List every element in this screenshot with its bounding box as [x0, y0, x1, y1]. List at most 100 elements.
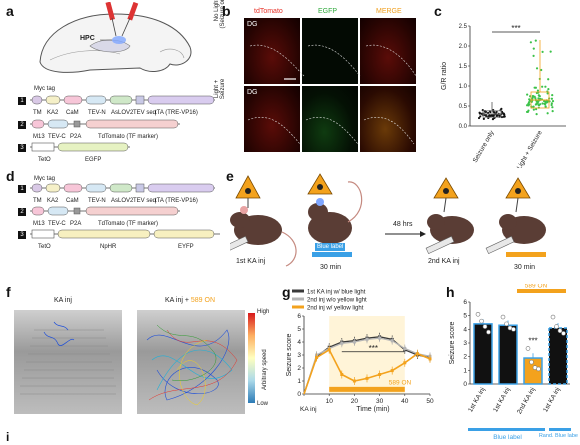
trajectory-right-paths — [146, 324, 238, 406]
c-point-1-25 — [543, 100, 546, 103]
g-xtick-label-2: 20 — [351, 398, 359, 405]
label-30min-1: 30 min — [320, 264, 342, 271]
construct1-part-1: KA2 — [47, 110, 59, 116]
c-point-1-70 — [539, 103, 542, 106]
h-xlabel-1: 1st KA inj — [492, 387, 512, 414]
panel-letter-c: c — [434, 3, 442, 19]
construct2-part-1: TEV-C — [48, 134, 66, 140]
header-tdtomato: tdTomato — [254, 8, 283, 15]
c-point-1-69 — [535, 113, 538, 116]
label-2nd-ka-inj: 2nd KA inj — [428, 258, 460, 265]
mouse-2 — [307, 173, 363, 244]
panel-letter-b: b — [222, 3, 231, 19]
g-point-2-4 — [352, 379, 356, 383]
h-bar-1 — [498, 324, 518, 385]
c-point-1-29 — [528, 98, 531, 101]
c-xlabel-0: Seizure only — [472, 129, 496, 164]
panel-letter-e: e — [226, 168, 234, 184]
construct-number-2: 2 — [18, 121, 26, 129]
trajectory-image-left — [14, 310, 122, 414]
row-label-light-seizure: Light + Seizure — [214, 78, 226, 100]
d-construct1-part-1: KA2 — [47, 198, 59, 204]
c-point-1-85 — [531, 97, 534, 100]
dg-label-top: DG — [247, 21, 258, 28]
h-point-2-0 — [525, 346, 531, 351]
c-ytick-label-3: 1.5 — [459, 64, 468, 70]
c-point-0-38 — [491, 118, 495, 121]
panel-letter-h: h — [446, 284, 455, 300]
c-ytick-label-5: 2.5 — [459, 24, 468, 30]
c-ytick-label-1: 0.5 — [459, 104, 468, 110]
label-48hrs: 48 hrs — [393, 221, 413, 228]
h-group-label-0: Blue label — [493, 434, 522, 441]
h-point-2-1 — [529, 359, 534, 365]
d-construct-3-diagram — [30, 229, 220, 239]
g-x0-label: KA inj — [300, 406, 317, 413]
c-point-1-9 — [529, 41, 532, 44]
g-point-2-10 — [428, 357, 432, 361]
h-ytick-label-0: 0 — [463, 381, 467, 388]
c-ytick-label-4: 2.0 — [459, 44, 468, 50]
dg-label-bottom: DG — [247, 89, 258, 96]
h-point-3-1 — [554, 324, 559, 329]
c-point-1-86 — [537, 94, 540, 97]
c-point-1-42 — [531, 94, 534, 98]
g-point-2-8 — [403, 361, 407, 365]
h-ytick-label-1: 1 — [463, 367, 467, 374]
c-point-0-32 — [493, 111, 496, 114]
c-point-1-89 — [544, 85, 547, 88]
c-point-1-50 — [551, 106, 554, 109]
myc-tag-label: Myc tag — [34, 86, 56, 92]
construct1-part-5: TEV seq — [133, 110, 157, 116]
c-point-1-78 — [532, 105, 535, 108]
c-point-1-20 — [551, 94, 554, 97]
row-label-no-light: No Light (Seizure only) — [214, 0, 226, 29]
g-point-2-6 — [378, 373, 382, 376]
g-point-2-1 — [315, 356, 319, 360]
c-point-1-82 — [528, 103, 531, 106]
c-point-1-63 — [532, 54, 535, 57]
c-point-0-37 — [478, 112, 482, 115]
h-point-0-2 — [482, 324, 488, 329]
g-ytick-label-2: 2 — [297, 365, 301, 372]
trajectory-left-paths — [20, 321, 116, 395]
d-construct-1-diagram — [30, 183, 215, 193]
c-ylabel: G/R ratio — [441, 62, 448, 90]
g-legend-label-1: 2nd inj w/o yellow light — [307, 298, 367, 304]
c-point-1-61 — [546, 112, 549, 115]
c-point-1-7 — [535, 107, 538, 111]
hpc-label: HPC — [80, 35, 95, 42]
c-point-1-74 — [544, 105, 547, 108]
panel-letter-a: a — [6, 3, 14, 19]
panel-letter-i: i — [6, 430, 10, 444]
c-ytick-label-2: 1.0 — [459, 84, 468, 90]
colorbar-high-label: High — [257, 309, 270, 315]
c-point-1-0 — [549, 50, 552, 53]
brain-schematic — [39, 2, 192, 73]
h-point-0-1 — [479, 318, 484, 324]
c-point-0-31 — [503, 115, 506, 118]
h-group-label-1: Rand. Blue label — [539, 433, 578, 439]
c-point-0-48 — [484, 110, 488, 113]
c-ytick-label-0: 0.0 — [459, 124, 468, 130]
h-light-bar — [517, 289, 566, 293]
mouse-1 — [230, 175, 297, 267]
c-sig-label: *** — [511, 24, 520, 33]
h-point-1-0 — [500, 314, 506, 320]
g-xlabel: Time (min) — [356, 406, 389, 413]
construct1-part-4: AsLOV2 — [111, 110, 134, 116]
d-construct2-part-1: TEV-C — [48, 221, 66, 227]
f-title-right: KA inj + 589 ON — [165, 297, 215, 304]
micrograph-light-egfp — [302, 86, 358, 152]
h-point-0-0 — [475, 311, 481, 317]
g-ylabel: Seizure score — [286, 333, 293, 376]
g-point-1-3 — [340, 341, 344, 345]
g-light-label: 589 ON — [389, 379, 412, 386]
mouse-3 — [427, 177, 474, 244]
h-point-3-3 — [561, 331, 566, 336]
c-point-0-56 — [500, 110, 504, 113]
construct-3-diagram — [30, 142, 130, 152]
g-point-2-5 — [365, 376, 369, 380]
g-point-1-5 — [365, 337, 369, 341]
